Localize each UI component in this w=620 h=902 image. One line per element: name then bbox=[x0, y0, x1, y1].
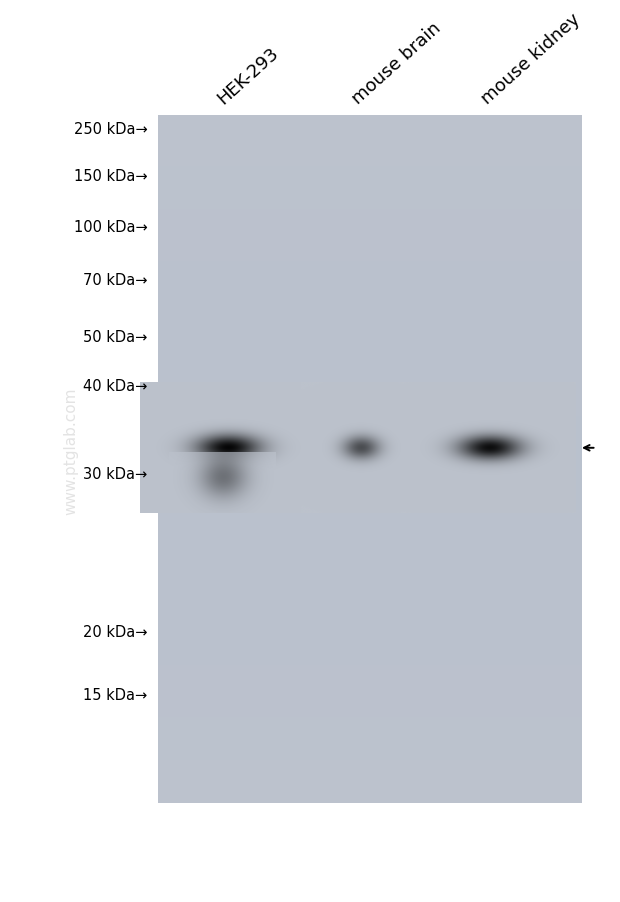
Bar bbox=[158, 167, 582, 176]
Bar bbox=[158, 391, 582, 399]
Text: 20 kDa→: 20 kDa→ bbox=[83, 624, 148, 639]
Bar bbox=[158, 159, 582, 167]
Text: 100 kDa→: 100 kDa→ bbox=[74, 220, 148, 235]
Text: 250 kDa→: 250 kDa→ bbox=[74, 122, 148, 136]
Bar bbox=[158, 218, 582, 227]
Bar bbox=[158, 184, 582, 193]
Text: mouse brain: mouse brain bbox=[349, 20, 445, 108]
Bar bbox=[158, 442, 582, 450]
Bar bbox=[158, 476, 582, 485]
Bar bbox=[158, 493, 582, 502]
Bar bbox=[158, 734, 582, 742]
Bar bbox=[158, 364, 582, 373]
Bar bbox=[158, 287, 582, 296]
Bar bbox=[158, 124, 582, 133]
Bar bbox=[158, 176, 582, 184]
Text: 150 kDa→: 150 kDa→ bbox=[74, 170, 148, 184]
Text: 50 kDa→: 50 kDa→ bbox=[83, 330, 148, 345]
Bar bbox=[158, 579, 582, 588]
Bar bbox=[158, 459, 582, 468]
Bar bbox=[158, 347, 582, 356]
Bar bbox=[158, 794, 582, 803]
Bar bbox=[158, 545, 582, 554]
Text: 15 kDa→: 15 kDa→ bbox=[83, 687, 148, 702]
Bar bbox=[158, 313, 582, 322]
Bar bbox=[158, 382, 582, 391]
Bar bbox=[158, 683, 582, 691]
Bar bbox=[158, 742, 582, 751]
Bar bbox=[158, 468, 582, 476]
Bar bbox=[158, 691, 582, 700]
Bar bbox=[158, 751, 582, 759]
Bar bbox=[158, 649, 582, 657]
Bar bbox=[158, 305, 582, 313]
Text: 30 kDa→: 30 kDa→ bbox=[83, 466, 148, 481]
Bar bbox=[158, 725, 582, 734]
Bar bbox=[158, 330, 582, 339]
Bar bbox=[158, 425, 582, 433]
Bar bbox=[158, 227, 582, 235]
Bar bbox=[158, 244, 582, 253]
Bar bbox=[158, 279, 582, 287]
Bar bbox=[158, 150, 582, 159]
Bar bbox=[158, 339, 582, 347]
Text: 40 kDa→: 40 kDa→ bbox=[83, 379, 148, 393]
Bar bbox=[158, 416, 582, 425]
Bar bbox=[158, 235, 582, 244]
Bar bbox=[158, 356, 582, 364]
Bar bbox=[158, 666, 582, 674]
Bar bbox=[158, 399, 582, 408]
Bar bbox=[158, 537, 582, 545]
Bar bbox=[158, 296, 582, 305]
Bar bbox=[158, 511, 582, 520]
Bar bbox=[158, 777, 582, 786]
Bar bbox=[158, 613, 582, 622]
Text: HEK-293: HEK-293 bbox=[215, 44, 283, 108]
Bar bbox=[158, 708, 582, 717]
Text: www.ptglab.com: www.ptglab.com bbox=[64, 387, 79, 515]
Bar bbox=[158, 605, 582, 613]
Bar bbox=[158, 115, 582, 124]
Bar bbox=[158, 262, 582, 270]
Bar bbox=[158, 571, 582, 579]
Bar bbox=[158, 588, 582, 596]
Bar bbox=[158, 657, 582, 666]
Bar bbox=[158, 528, 582, 537]
Bar bbox=[158, 201, 582, 210]
Text: 70 kDa→: 70 kDa→ bbox=[83, 273, 148, 288]
Bar bbox=[158, 322, 582, 330]
Bar bbox=[158, 554, 582, 562]
Bar bbox=[158, 142, 582, 150]
Bar bbox=[158, 502, 582, 511]
Bar bbox=[158, 433, 582, 442]
Bar bbox=[158, 631, 582, 640]
Bar bbox=[158, 210, 582, 218]
Bar bbox=[158, 193, 582, 201]
Text: mouse kidney: mouse kidney bbox=[478, 11, 583, 108]
Bar bbox=[158, 674, 582, 683]
Bar bbox=[158, 786, 582, 794]
Bar bbox=[158, 596, 582, 605]
Bar bbox=[158, 520, 582, 528]
Bar bbox=[158, 700, 582, 708]
Bar bbox=[158, 270, 582, 279]
Bar bbox=[158, 717, 582, 725]
Bar bbox=[158, 622, 582, 631]
Bar bbox=[158, 450, 582, 459]
Bar bbox=[158, 759, 582, 769]
Bar bbox=[158, 562, 582, 571]
Bar bbox=[158, 253, 582, 262]
Bar bbox=[158, 373, 582, 382]
Bar bbox=[158, 408, 582, 416]
Bar bbox=[158, 769, 582, 777]
Bar bbox=[158, 640, 582, 649]
Bar bbox=[158, 133, 582, 142]
Bar bbox=[158, 485, 582, 493]
